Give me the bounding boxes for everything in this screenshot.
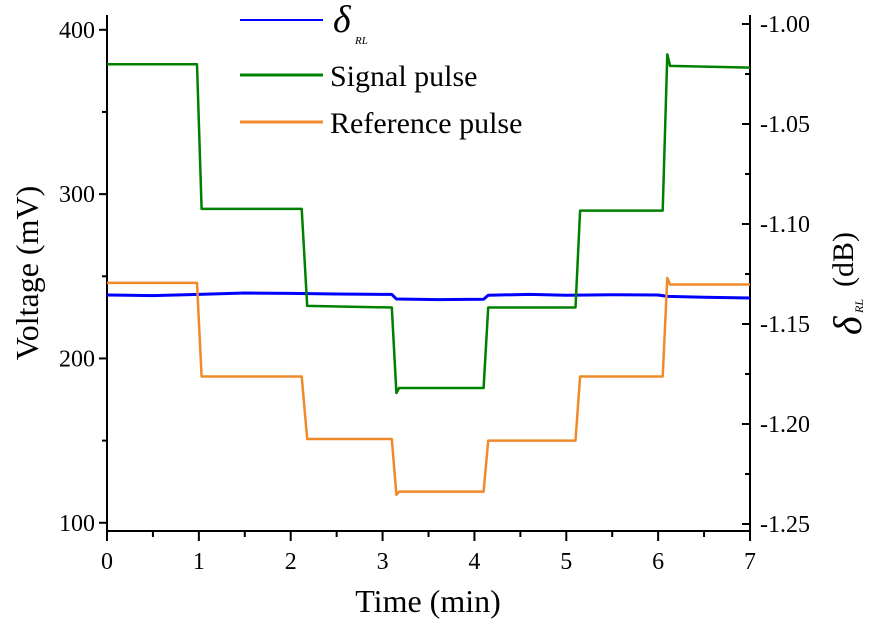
x-tick-label: 4 [468,549,480,575]
legend-subscript-0: RL [354,35,368,47]
legend-label-2: Reference pulse [330,107,522,140]
y-left-axis-label: Voltage (mV) [9,186,45,360]
x-tick-label: 1 [193,549,205,575]
x-tick-label: 5 [560,549,572,575]
legend: δ RL Signal pulse Reference pulse [240,0,522,140]
legend-label-0: δ [333,0,352,41]
y-right-tick-label: -1.05 [760,112,810,138]
series-group [106,53,751,497]
y-right-tick-label: -1.25 [760,512,810,538]
y-right-subscript: RL [852,299,866,314]
x-tick-label: 2 [285,549,297,575]
y-left-tick-label: 200 [59,346,95,372]
x-tick-label: 6 [652,549,664,575]
y-right-tick-label: -1.10 [760,212,810,238]
x-tick-label: 7 [744,549,756,575]
y-left-tick-label: 400 [59,18,95,44]
y-left-tick-label: 100 [59,511,95,537]
x-tick-label: 0 [101,549,113,575]
x-tick-label: 3 [377,549,389,575]
series-line-1 [107,53,751,395]
y-right-axis-label: δ RL (dB) [825,232,869,335]
y-right-symbol: δ [825,315,869,335]
y-right-tick-label: -1.20 [760,412,810,438]
series-line-2 [107,276,750,497]
legend-label-1: Signal pulse [330,60,478,93]
axes: 0 1 2 3 4 5 6 7 100 200 300 400 -1.00 -1.05 -1.10 -1.15… [59,12,810,575]
y-right-tick-label: -1.00 [760,12,810,38]
series-line-0 [106,291,751,302]
x-axis-label: Time (min) [355,583,501,619]
y-right-unit: (dB) [827,232,860,287]
y-right-tick-label: -1.15 [760,312,810,338]
y-left-tick-label: 300 [59,182,95,208]
